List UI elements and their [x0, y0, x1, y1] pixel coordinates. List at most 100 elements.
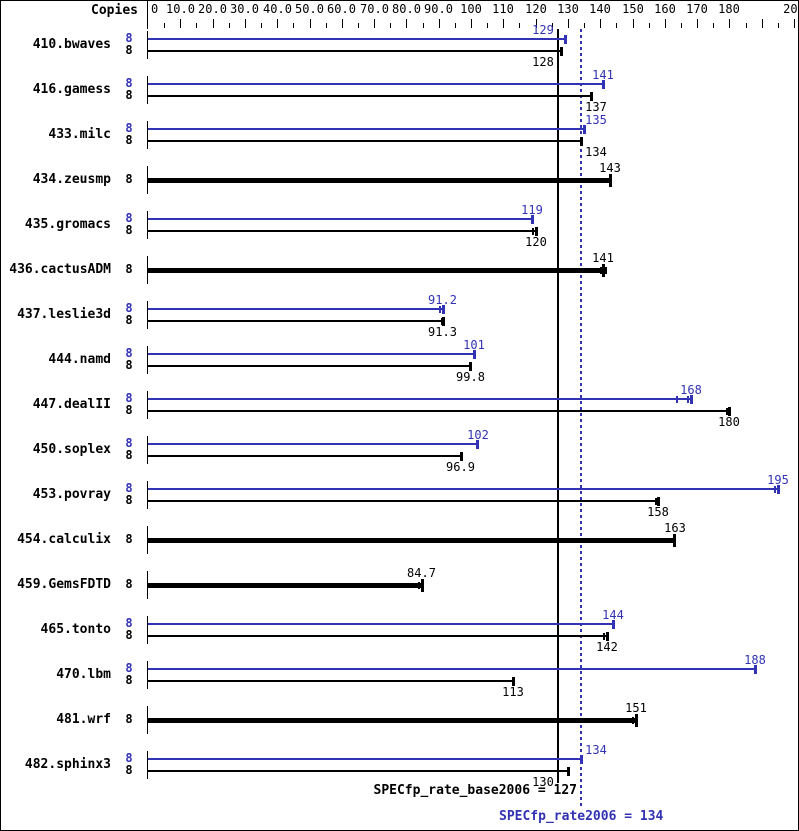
- bar-end-cap: [606, 632, 609, 641]
- copies-value: 8: [125, 403, 133, 417]
- benchmark-name-label: 482.sphinx3: [24, 757, 111, 772]
- axis-tick-label: 180: [718, 2, 740, 16]
- axis-minor-tick: [487, 23, 488, 28]
- axis-major-tick: [406, 19, 407, 28]
- bar-end-cap: [531, 215, 534, 224]
- axis-major-tick: [665, 19, 666, 28]
- benchmark-group-spine: [147, 661, 148, 689]
- peak-bar: [148, 38, 565, 40]
- axis-major-tick: [568, 19, 569, 28]
- axis-tick-label: 100: [460, 2, 482, 16]
- peak-rate-summary: SPECfp_rate2006 = 134: [499, 809, 664, 824]
- copies-value: 8: [125, 481, 133, 495]
- base-bar: [148, 500, 658, 502]
- axis-minor-tick: [778, 23, 779, 28]
- axis-minor-tick: [616, 23, 617, 28]
- benchmark-name-label: 481.wrf: [56, 712, 111, 727]
- base-bar: [148, 365, 470, 367]
- bar-value-label: 84.7: [407, 566, 436, 580]
- bar-value-label: 91.2: [428, 293, 457, 307]
- bar-end-cap: [583, 125, 586, 134]
- axis-tick-label: 150: [622, 2, 644, 16]
- bar-end-cap: [580, 137, 583, 146]
- bar-value-label: 151: [625, 701, 647, 715]
- bar-value-label: 91.3: [428, 325, 457, 339]
- bar-value-label: 130: [532, 775, 554, 789]
- bar-end-cap: [690, 395, 693, 404]
- bar-end-cap: [535, 227, 538, 236]
- axis-major-tick: [439, 19, 440, 28]
- run-mark: [600, 267, 602, 274]
- bar-value-label: 99.8: [456, 370, 485, 384]
- benchmark-group-spine: [147, 571, 148, 599]
- bar-value-label: 135: [585, 113, 607, 127]
- axis-tick-label: 110: [492, 2, 514, 16]
- peak-bar: [148, 758, 581, 760]
- axis-separator-line: [147, 1, 148, 29]
- copies-value: 8: [125, 121, 133, 135]
- copies-value: 8: [125, 346, 133, 360]
- run-mark: [632, 717, 634, 724]
- copies-value: 8: [125, 391, 133, 405]
- copies-value: 8: [125, 493, 133, 507]
- peak-bar: [148, 668, 755, 670]
- axis-major-tick: [245, 19, 246, 28]
- benchmark-name-label: 459.GemsFDTD: [17, 577, 111, 592]
- bar-value-label: 168: [680, 383, 702, 397]
- benchmark-group-spine: [147, 391, 148, 419]
- bar-end-cap: [460, 452, 463, 461]
- axis-minor-tick: [746, 23, 747, 28]
- base-bar: [148, 230, 536, 232]
- peak-bar: [148, 353, 474, 355]
- axis-tick-label: 0: [151, 2, 159, 16]
- axis-major-tick: [697, 19, 698, 28]
- base-bar: [148, 140, 581, 142]
- axis-minor-tick: [390, 23, 391, 28]
- peak-bar: [148, 128, 584, 130]
- axis-tick-label: 120: [525, 2, 547, 16]
- copies-value: 8: [125, 43, 133, 57]
- axis-major-tick: [213, 19, 214, 28]
- axis-minor-tick: [261, 23, 262, 28]
- run-mark: [774, 486, 776, 493]
- benchmark-group-spine: [147, 526, 148, 554]
- bar-end-cap: [612, 620, 615, 629]
- peak-bar: [148, 443, 477, 445]
- benchmark-name-label: 410.bwaves: [32, 37, 111, 52]
- copies-value: 8: [125, 712, 133, 726]
- benchmark-group-spine: [147, 706, 148, 734]
- benchmark-name-label: 437.leslie3d: [17, 307, 111, 322]
- axis-major-tick: [729, 19, 730, 28]
- benchmark-group-spine: [147, 616, 148, 644]
- base-peak-bar: [148, 583, 422, 588]
- axis-major-tick: [633, 19, 634, 28]
- copies-value: 8: [125, 751, 133, 765]
- axis-major-tick: [310, 19, 311, 28]
- axis-minor-tick: [358, 23, 359, 28]
- axis-tick-label: 200: [783, 2, 798, 16]
- bar-value-label: 143: [599, 161, 621, 175]
- base-bar: [148, 770, 568, 772]
- benchmark-name-label: 453.povray: [32, 487, 111, 502]
- peak-rate-reference-line: [580, 29, 582, 807]
- benchmark-name-label: 434.zeusmp: [32, 172, 111, 187]
- base-bar: [148, 410, 729, 412]
- bar-value-label: 137: [585, 100, 607, 114]
- copies-value: 8: [125, 448, 133, 462]
- bar-end-cap: [421, 579, 424, 592]
- bar-end-cap: [602, 264, 605, 277]
- bar-value-label: 142: [596, 640, 618, 654]
- benchmark-name-label: 444.namd: [48, 352, 111, 367]
- base-bar: [148, 680, 513, 682]
- bar-end-cap: [602, 80, 605, 89]
- axis-minor-tick: [649, 23, 650, 28]
- bar-value-label: 101: [463, 338, 485, 352]
- peak-bar: [148, 623, 613, 625]
- benchmark-group-spine: [147, 256, 148, 284]
- run-mark: [726, 408, 728, 415]
- axis-tick-label: 160: [654, 2, 676, 16]
- bar-end-cap: [673, 534, 676, 547]
- axis-minor-tick: [423, 23, 424, 28]
- bar-end-cap: [754, 665, 757, 674]
